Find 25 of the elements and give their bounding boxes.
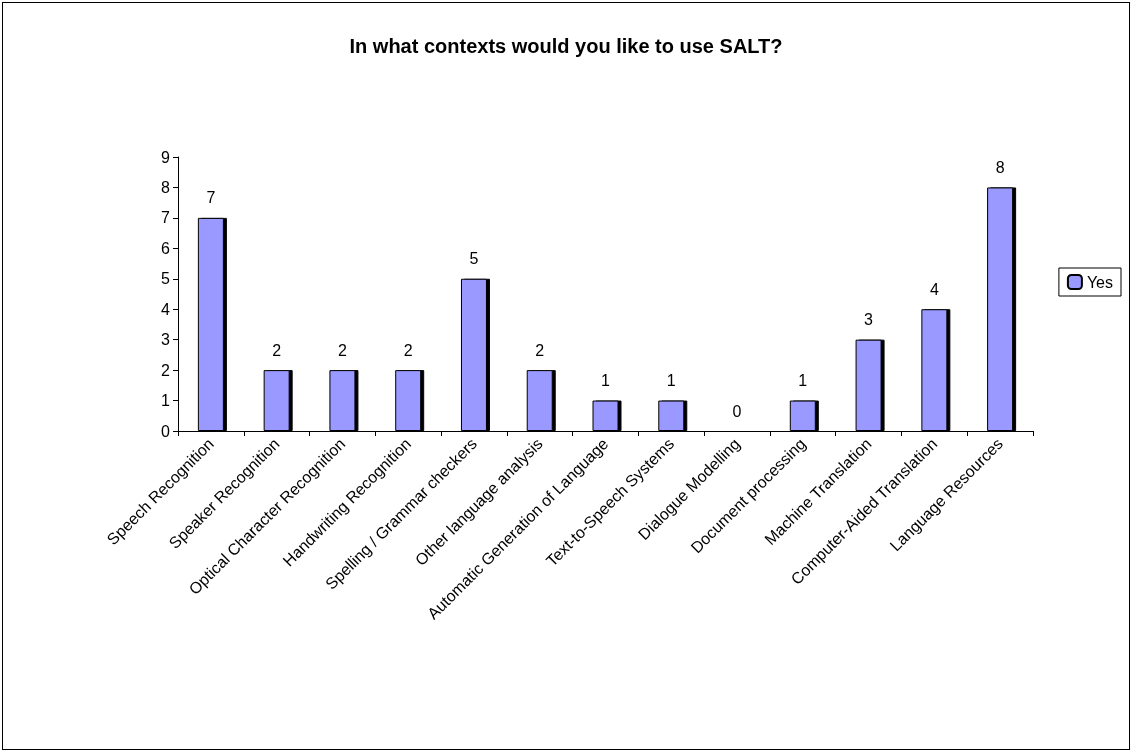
y-tick-label: 8 <box>161 178 171 196</box>
y-tick-label: 9 <box>161 148 171 166</box>
chart-title: In what contexts would you like to use SALT? <box>349 35 783 57</box>
y-tick-label: 6 <box>161 239 171 257</box>
data-label: 4 <box>929 280 939 298</box>
y-tick-label: 7 <box>161 209 171 227</box>
y-tick-label: 0 <box>161 422 171 440</box>
data-label: 1 <box>666 372 676 390</box>
data-label: 2 <box>337 341 347 359</box>
data-label: 2 <box>535 341 545 359</box>
legend-label: Yes <box>1086 273 1114 291</box>
data-label: 0 <box>732 402 742 420</box>
data-label: 1 <box>798 372 808 390</box>
y-tick-label: 1 <box>161 392 171 410</box>
data-label: 8 <box>995 158 1005 176</box>
data-label: 3 <box>864 311 874 329</box>
data-label: 7 <box>206 189 216 207</box>
y-tick-label: 5 <box>161 270 171 288</box>
data-label: 1 <box>601 372 611 390</box>
data-label: 2 <box>403 341 413 359</box>
y-tick-label: 4 <box>161 300 171 318</box>
y-tick-label: 3 <box>161 331 171 349</box>
y-tick-label: 2 <box>161 361 171 379</box>
data-label: 5 <box>469 250 479 268</box>
data-label: 2 <box>272 341 282 359</box>
